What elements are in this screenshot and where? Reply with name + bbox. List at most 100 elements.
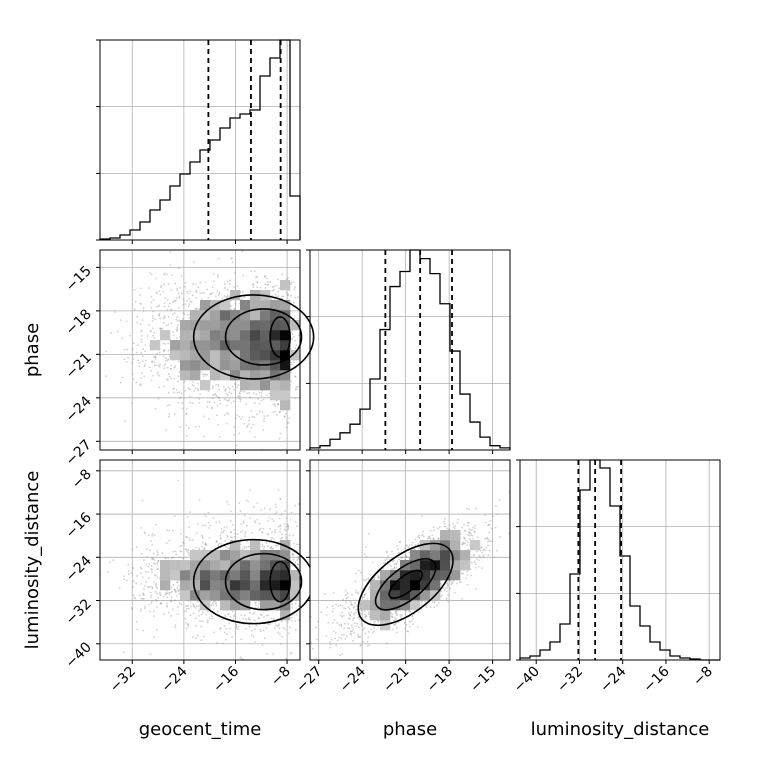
scatter-point: [178, 296, 181, 299]
scatter-point: [466, 524, 469, 527]
scatter-point: [251, 629, 253, 632]
scatter-point: [170, 596, 173, 599]
scatter-point: [159, 317, 162, 320]
scatter-point: [487, 554, 490, 557]
scatter-point: [366, 597, 369, 600]
scatter-point: [468, 534, 471, 537]
scatter-point: [256, 502, 259, 504]
scatter-point: [232, 615, 235, 617]
scatter-point: [174, 413, 176, 416]
scatter-point: [468, 531, 471, 534]
scatter-point: [241, 389, 243, 392]
scatter-point: [138, 361, 141, 364]
scatter-point: [156, 352, 159, 355]
scatter-point: [182, 303, 185, 306]
scatter-point: [387, 555, 389, 558]
scatter-point: [156, 292, 159, 295]
density-cell: [280, 400, 291, 411]
scatter-point: [207, 390, 210, 393]
scatter-point: [404, 558, 407, 561]
scatter-point: [228, 295, 231, 298]
scatter-point: [421, 533, 424, 536]
scatter-point: [354, 611, 357, 614]
scatter-point: [162, 355, 165, 358]
scatter-point: [220, 527, 223, 530]
pair-panel-phase-vs-luminosity-distance: [306, 459, 511, 664]
scatter-point: [407, 546, 410, 549]
scatter-point: [207, 511, 210, 514]
scatter-point: [498, 536, 501, 538]
density-cell: [240, 380, 251, 391]
scatter-point: [351, 626, 354, 629]
scatter-point: [275, 511, 278, 513]
scatter-point: [123, 578, 126, 581]
scatter-point: [479, 556, 481, 558]
scatter-point: [363, 594, 366, 596]
scatter-point: [219, 534, 222, 537]
scatter-point: [360, 587, 363, 590]
scatter-point: [178, 307, 180, 309]
scatter-point: [158, 314, 160, 317]
scatter-point: [173, 299, 176, 302]
scatter-point: [281, 635, 283, 638]
scatter-point: [207, 610, 210, 613]
scatter-point: [127, 570, 130, 573]
scatter-point: [233, 425, 236, 428]
scatter-point: [183, 542, 185, 545]
scatter-point: [155, 277, 158, 280]
scatter-point: [395, 563, 397, 566]
scatter-point: [114, 311, 116, 313]
scatter-point: [142, 592, 145, 595]
scatter-point: [201, 541, 204, 544]
scatter-point: [165, 429, 167, 432]
scatter-point: [359, 636, 362, 638]
scatter-point: [298, 604, 300, 607]
scatter-point: [254, 602, 257, 605]
scatter-point: [164, 363, 167, 365]
scatter-point: [332, 621, 334, 624]
scatter-point: [463, 529, 466, 532]
scatter-point: [156, 551, 159, 554]
scatter-point: [166, 308, 169, 311]
scatter-point: [461, 541, 464, 544]
scatter-point: [227, 613, 230, 615]
scatter-point: [224, 283, 226, 285]
scatter-point: [275, 624, 278, 627]
scatter-point: [297, 563, 299, 566]
scatter-point: [151, 535, 154, 537]
scatter-point: [188, 388, 191, 391]
scatter-point: [185, 627, 188, 630]
scatter-point: [279, 411, 282, 413]
scatter-point: [476, 550, 479, 553]
density-cell: [200, 580, 211, 591]
scatter-point: [155, 356, 158, 359]
scatter-point: [185, 408, 188, 410]
scatter-point: [242, 522, 245, 525]
scatter-point: [176, 289, 178, 292]
scatter-point: [294, 561, 297, 564]
scatter-point: [417, 547, 420, 550]
scatter-point: [188, 537, 191, 539]
scatter-point: [332, 592, 335, 594]
density-cell: [390, 580, 401, 591]
scatter-point: [340, 637, 343, 640]
scatter-point: [155, 628, 158, 631]
density-cell: [220, 570, 231, 581]
scatter-point: [260, 399, 263, 402]
scatter-point: [254, 276, 257, 278]
scatter-point: [397, 548, 399, 551]
scatter-point: [394, 618, 397, 621]
scatter-point: [233, 286, 236, 288]
scatter-point: [163, 305, 166, 308]
scatter-point: [248, 489, 251, 492]
scatter-point: [434, 599, 437, 602]
scatter-point: [290, 380, 292, 383]
density-cell: [210, 570, 221, 581]
scatter-point: [367, 577, 370, 580]
scatter-point: [429, 529, 432, 532]
scatter-point: [297, 555, 300, 558]
density-cell: [230, 570, 241, 581]
scatter-point: [239, 510, 242, 513]
scatter-point: [267, 283, 270, 286]
scatter-point: [443, 589, 446, 592]
